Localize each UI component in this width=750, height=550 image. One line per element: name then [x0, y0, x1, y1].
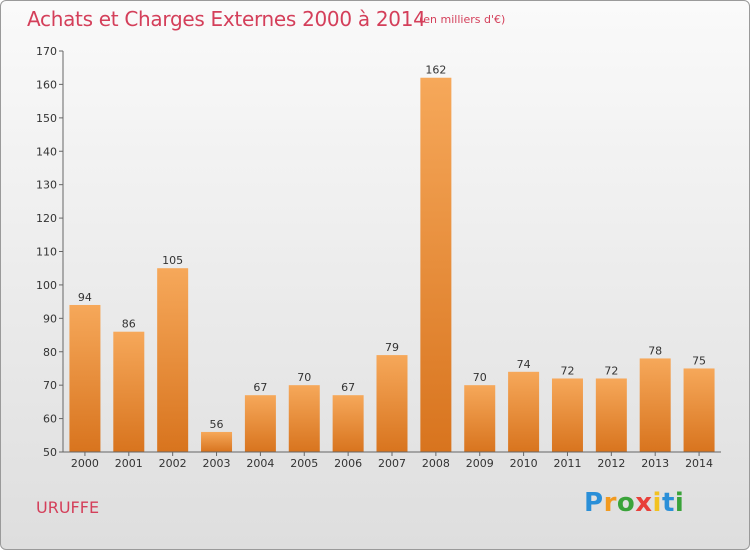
bar: [157, 268, 189, 452]
bar: [244, 395, 276, 452]
logo-letter: r: [603, 488, 617, 518]
y-axis-ticks: 50 60 70 80 90 100 110 120 130 140 150 160 170: [36, 45, 63, 459]
y-tick-label: 120: [36, 212, 57, 225]
data-label: 78: [648, 344, 662, 357]
logo-letter: i: [674, 488, 685, 518]
data-labels: 94 86 105 56 67 70 67 79 162 70 74 72 72 78 75: [78, 64, 706, 431]
data-label: 75: [692, 354, 706, 367]
y-tick-label: 50: [43, 446, 57, 459]
x-tick-label: 2009: [466, 457, 494, 470]
data-label: 162: [425, 64, 446, 77]
logo-letter: o: [616, 488, 636, 518]
commune-name: URUFFE: [36, 498, 100, 517]
data-label: 56: [210, 418, 224, 431]
bar: [113, 331, 145, 452]
data-label: 67: [253, 381, 267, 394]
data-label: 86: [122, 318, 136, 331]
y-tick-label: 90: [43, 312, 57, 325]
x-tick-label: 2013: [641, 457, 669, 470]
x-tick-label: 2005: [290, 457, 318, 470]
data-label: 72: [560, 364, 574, 377]
x-tick-label: 2008: [422, 457, 450, 470]
y-tick-label: 160: [36, 78, 57, 91]
bar: [288, 385, 320, 452]
bar: [595, 378, 627, 452]
bar: [639, 358, 671, 452]
bar: [332, 395, 364, 452]
bar: [69, 304, 101, 452]
bar: [508, 371, 540, 452]
x-tick-label: 2000: [71, 457, 99, 470]
x-tick-label: 2012: [597, 457, 625, 470]
y-tick-label: 70: [43, 379, 57, 392]
data-label: 94: [78, 291, 92, 304]
data-label: 70: [297, 371, 311, 384]
bar: [201, 431, 233, 452]
logo-letter: x: [635, 488, 653, 518]
data-label: 72: [604, 364, 618, 377]
bar: [464, 385, 496, 452]
x-tick-label: 2002: [159, 457, 187, 470]
y-tick-label: 170: [36, 45, 57, 58]
y-tick-label: 150: [36, 112, 57, 125]
data-label: 105: [162, 254, 183, 267]
x-tick-label: 2004: [246, 457, 274, 470]
bar: [551, 378, 583, 452]
y-tick-label: 140: [36, 145, 57, 158]
data-label: 70: [473, 371, 487, 384]
bar: [683, 368, 715, 452]
proxiti-logo: Proxiti: [584, 488, 684, 518]
x-tick-label: 2014: [685, 457, 713, 470]
chart-title: Achats et Charges Externes 2000 à 2014: [27, 7, 426, 31]
logo-letter: P: [584, 488, 604, 518]
y-tick-label: 80: [43, 346, 57, 359]
x-tick-label: 2006: [334, 457, 362, 470]
y-tick-label: 60: [43, 413, 57, 426]
bar: [420, 77, 452, 452]
chart-subtitle: (en milliers d'€): [419, 13, 506, 26]
bars: [69, 77, 715, 452]
y-tick-label: 100: [36, 279, 57, 292]
x-tick-label: 2007: [378, 457, 406, 470]
x-tick-label: 2011: [553, 457, 581, 470]
data-label: 79: [385, 341, 399, 354]
logo-letter: t: [661, 488, 675, 518]
y-tick-label: 110: [36, 246, 57, 259]
x-tick-label: 2001: [115, 457, 143, 470]
bar: [376, 355, 408, 452]
y-tick-label: 130: [36, 179, 57, 192]
data-label: 74: [517, 358, 531, 371]
x-axis-ticks: 2000 2001 2002 2003 2004 2005 2006 2007 2008 2009…: [71, 452, 713, 470]
x-tick-label: 2010: [510, 457, 538, 470]
logo-letter: i: [652, 488, 662, 518]
x-tick-label: 2003: [203, 457, 231, 470]
data-label: 67: [341, 381, 355, 394]
